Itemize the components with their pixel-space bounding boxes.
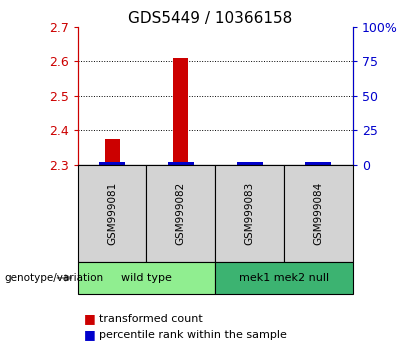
Bar	[215, 262, 353, 294]
Bar	[305, 162, 331, 165]
Bar	[99, 162, 125, 165]
Bar	[284, 165, 353, 262]
Text: GSM999081: GSM999081	[107, 182, 117, 245]
Text: percentile rank within the sample: percentile rank within the sample	[99, 330, 286, 339]
Text: GSM999084: GSM999084	[313, 182, 323, 245]
Text: mek1 mek2 null: mek1 mek2 null	[239, 273, 329, 283]
Text: GSM999082: GSM999082	[176, 182, 186, 245]
Bar	[105, 139, 120, 165]
Bar	[236, 162, 262, 165]
Bar	[168, 162, 194, 165]
Bar	[78, 165, 147, 262]
Bar	[173, 58, 189, 165]
Bar	[78, 262, 215, 294]
Text: wild type: wild type	[121, 273, 172, 283]
Text: ■: ■	[84, 312, 96, 325]
Text: transformed count: transformed count	[99, 314, 202, 324]
Bar	[147, 165, 215, 262]
Text: ■: ■	[84, 328, 96, 341]
Text: GSM999083: GSM999083	[244, 182, 255, 245]
Bar	[215, 165, 284, 262]
Text: genotype/variation: genotype/variation	[4, 273, 103, 283]
Text: GDS5449 / 10366158: GDS5449 / 10366158	[128, 11, 292, 25]
